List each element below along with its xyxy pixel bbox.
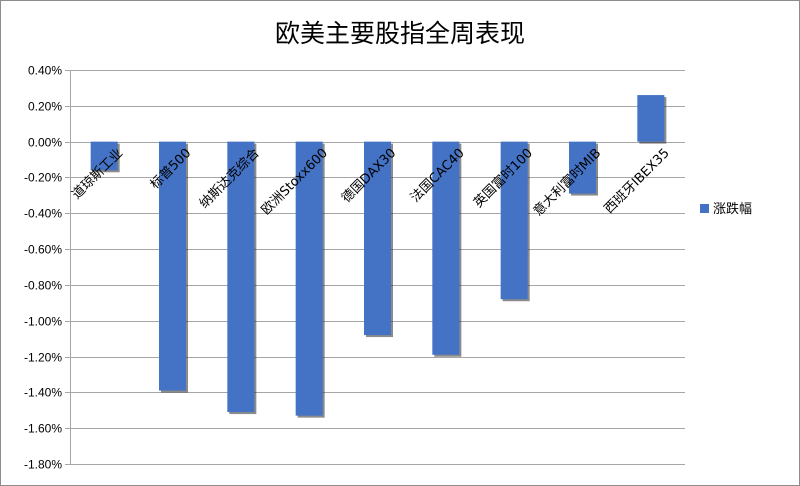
- y-tick-label: -1.60%: [24, 422, 62, 436]
- y-axis-ticks: 0.40% 0.20% 0.00% -0.20% -0.40% -0.60% -0.80% -…: [24, 64, 62, 472]
- bar: [90, 141, 118, 171]
- category-label: 西班牙IBEX35: [602, 146, 673, 217]
- y-tick-label: 0.40%: [28, 64, 62, 78]
- y-tick-label: 0.00%: [28, 136, 62, 150]
- bar: [364, 141, 391, 336]
- y-tick-label: -1.80%: [24, 458, 62, 472]
- bar: [159, 141, 186, 391]
- legend-swatch: [700, 204, 709, 213]
- y-tick-label: -1.00%: [24, 315, 62, 329]
- y-tick-label: 0.20%: [28, 100, 62, 114]
- y-tick-label: -0.60%: [24, 243, 62, 257]
- y-tick-label: -1.20%: [24, 351, 62, 365]
- bar: [227, 141, 255, 413]
- chart-title: 欧美主要股指全周表现: [274, 19, 525, 48]
- bar: [637, 95, 665, 142]
- bar: [295, 141, 323, 416]
- y-tick-label: -0.40%: [24, 207, 62, 221]
- y-tick-label: -0.80%: [24, 279, 62, 293]
- y-tick-label: -0.20%: [24, 171, 62, 185]
- bar: [500, 141, 528, 300]
- legend-label: 涨跌幅: [713, 201, 752, 217]
- y-tick-label: -1.40%: [24, 386, 62, 400]
- legend: 涨跌幅: [700, 201, 752, 217]
- bars: [90, 95, 667, 418]
- bar: [569, 141, 596, 194]
- bar: [432, 141, 460, 355]
